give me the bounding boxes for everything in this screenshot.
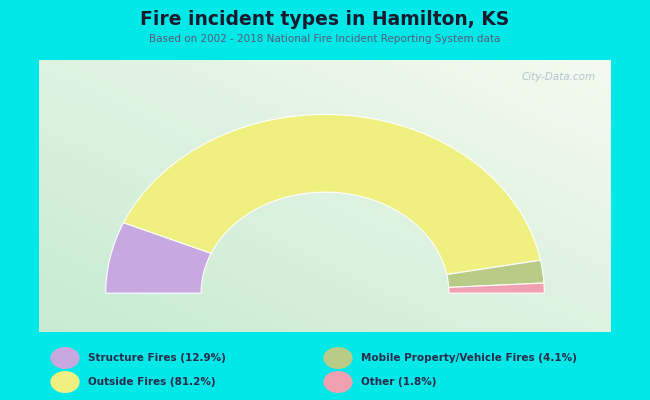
Text: Structure Fires (12.9%): Structure Fires (12.9%) — [88, 353, 226, 363]
Wedge shape — [106, 223, 211, 293]
Text: Other (1.8%): Other (1.8%) — [361, 377, 436, 387]
Text: City-Data.com: City-Data.com — [521, 72, 596, 82]
Wedge shape — [448, 283, 544, 293]
Text: Outside Fires (81.2%): Outside Fires (81.2%) — [88, 377, 215, 387]
Text: Fire incident types in Hamilton, KS: Fire incident types in Hamilton, KS — [140, 10, 510, 29]
Wedge shape — [124, 114, 541, 274]
Text: Mobile Property/Vehicle Fires (4.1%): Mobile Property/Vehicle Fires (4.1%) — [361, 353, 577, 363]
Text: Based on 2002 - 2018 National Fire Incident Reporting System data: Based on 2002 - 2018 National Fire Incid… — [150, 34, 500, 44]
Wedge shape — [447, 260, 544, 288]
